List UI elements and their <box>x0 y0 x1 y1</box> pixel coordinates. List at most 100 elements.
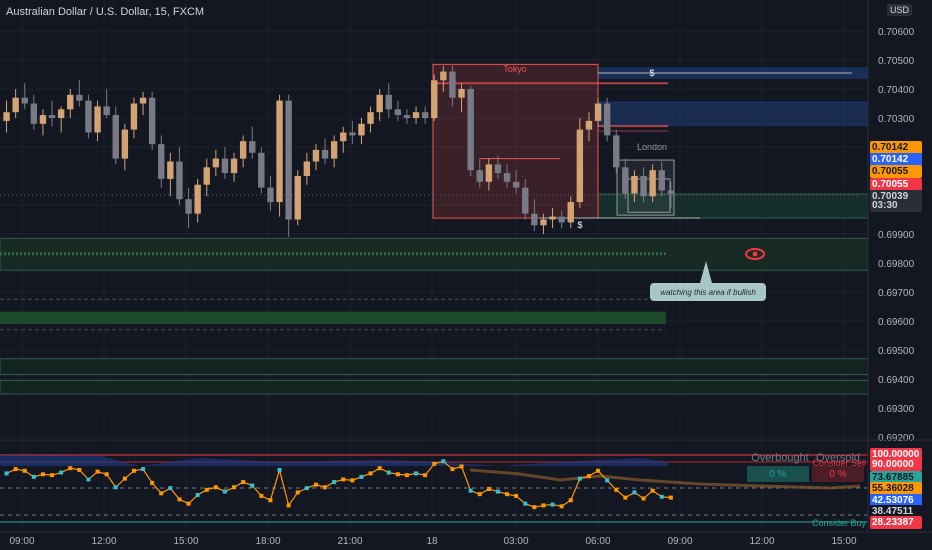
candle-body <box>130 103 138 130</box>
candle-body <box>212 158 220 168</box>
oscillator-point <box>359 474 364 479</box>
x-tick-label: 06:00 <box>585 536 610 547</box>
candle-body <box>431 80 438 118</box>
oscillator-point <box>250 483 255 488</box>
oscillator-point <box>495 489 500 494</box>
candle-body <box>167 161 174 179</box>
oscillator-point <box>4 471 9 476</box>
indicator-level-chip: 90.00000 <box>870 458 922 471</box>
x-tick-label: 15:00 <box>831 536 856 547</box>
oscillator-point <box>650 488 655 493</box>
oscillator-point <box>414 471 419 476</box>
candle-body <box>631 176 638 194</box>
callout-note: watching this area if bullish <box>650 261 766 301</box>
price-label-chip: 0.70142 <box>870 141 922 154</box>
oscillator-point <box>441 459 446 464</box>
oversold-pct-box <box>812 466 864 482</box>
oscillator-point <box>386 470 391 475</box>
candle-body <box>485 164 493 182</box>
candle-body <box>158 144 165 179</box>
candle-body <box>349 132 356 136</box>
candle-body <box>194 184 201 214</box>
candle-body <box>67 94 74 110</box>
candle-body <box>203 167 210 185</box>
price-label-chip: 0.70055 <box>870 178 922 191</box>
oscillator-point <box>659 494 664 499</box>
oscillator-point <box>31 474 36 479</box>
oscillator-point <box>377 466 382 471</box>
candle-body <box>76 94 83 101</box>
candle-body <box>540 219 547 226</box>
oscillator-point <box>195 493 200 498</box>
dollar-top: $ <box>649 68 654 78</box>
oscillator-point <box>450 467 455 472</box>
indicator-level-chip: 73.67885 <box>870 471 922 484</box>
tokyo-session-box <box>432 63 599 219</box>
candle-body <box>467 89 474 171</box>
oscillator-point <box>232 485 237 490</box>
candle-body <box>594 103 602 121</box>
oscillator-point <box>468 488 473 493</box>
currency-chip[interactable]: USD <box>886 4 912 16</box>
chart-title: Australian Dollar / U.S. Dollar, 15, FXC… <box>6 6 205 18</box>
candle-body <box>522 187 529 214</box>
candle-body <box>649 170 656 197</box>
oscillator-point <box>341 477 346 482</box>
candle-body <box>221 158 229 174</box>
candle-body <box>85 100 92 133</box>
oscillator-point <box>286 503 291 508</box>
overbought-label: Overbought <box>751 452 808 464</box>
candle-body <box>312 149 320 162</box>
oscillator-point <box>668 495 673 500</box>
candle-body <box>412 112 420 118</box>
candle-body <box>112 115 119 159</box>
x-tick-label: 03:00 <box>503 536 528 547</box>
candle-body <box>421 112 429 118</box>
y-tick-label: 0.70500 <box>878 56 915 67</box>
oscillator-point <box>641 496 646 501</box>
candle-body <box>48 115 56 118</box>
candle-body <box>12 97 19 113</box>
oscillator-point <box>395 472 400 477</box>
oscillator-point <box>95 469 100 474</box>
eye-pupil-icon <box>752 251 758 257</box>
tokyo-label: Tokyo <box>503 64 527 74</box>
y-tick-label: 0.69400 <box>878 375 915 386</box>
oscillator-point <box>277 467 282 472</box>
oscillator-point <box>550 502 555 507</box>
indicator-level-chip: 100.00000 <box>870 448 922 461</box>
candle-body <box>249 141 256 153</box>
oscillator-point <box>113 485 118 490</box>
candle-body <box>57 109 65 118</box>
x-tick-label: 09:00 <box>9 536 34 547</box>
candle-body <box>367 112 374 124</box>
oscillator-point <box>186 501 191 506</box>
y-tick-label: 0.69700 <box>878 288 915 299</box>
consider-buy-label: Consider Buy <box>812 518 867 528</box>
candle-body <box>385 94 392 110</box>
y-tick-label: 0.70300 <box>878 114 915 125</box>
x-tick-label: 15:00 <box>173 536 198 547</box>
candle-body <box>458 89 465 98</box>
candle-body <box>558 216 565 223</box>
y-tick-label: 0.69900 <box>878 230 915 241</box>
candle-body <box>39 115 47 124</box>
oscillator-point <box>177 497 182 502</box>
candle-body <box>494 164 502 174</box>
oscillator-point <box>614 487 619 492</box>
oscillator-point <box>204 487 209 492</box>
x-tick-label: 18 <box>426 536 438 547</box>
y-tick-label: 0.70400 <box>878 85 915 96</box>
indicator-level-chip: 42.53076 <box>870 494 922 507</box>
candle-body <box>121 129 129 159</box>
oscillator-point <box>50 473 55 478</box>
oscillator-point <box>313 482 318 487</box>
candle-body <box>576 129 584 203</box>
candle-body <box>294 176 301 220</box>
candle-body <box>658 170 665 191</box>
oscillator-point <box>40 472 45 477</box>
price-label-chip: 0.70055 <box>870 165 922 178</box>
oscillator-point <box>332 480 337 485</box>
